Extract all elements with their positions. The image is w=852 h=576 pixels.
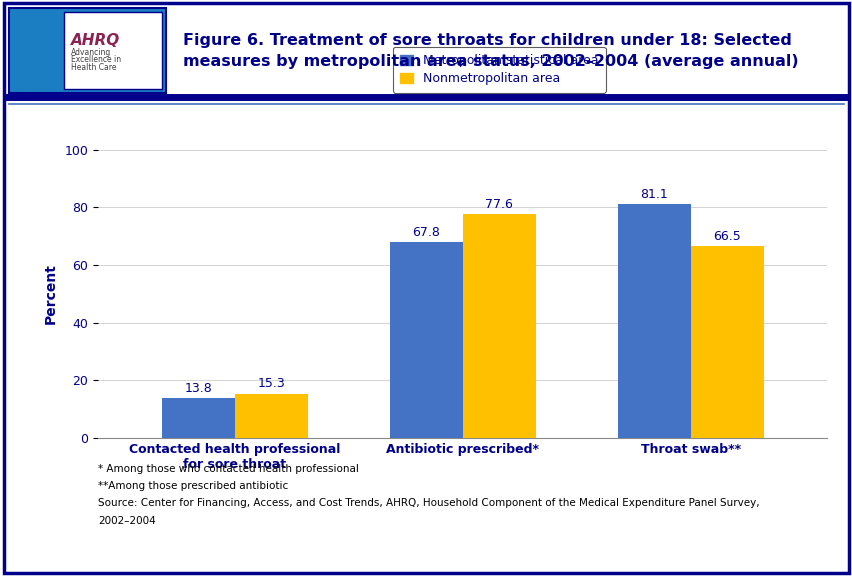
Text: Health Care: Health Care [71, 63, 116, 72]
Text: Advancing: Advancing [71, 48, 111, 57]
Text: 67.8: 67.8 [412, 226, 440, 239]
Bar [690, 247, 763, 438]
Text: Excellence in: Excellence in [71, 55, 121, 65]
Text: Figure 6. Treatment of sore throats for children under 18: Selected: Figure 6. Treatment of sore throats for … [183, 33, 792, 48]
Text: **Among those prescribed antibiotic: **Among those prescribed antibiotic [98, 481, 288, 491]
Bar [617, 204, 690, 438]
Bar [234, 394, 308, 438]
Text: 2002–2004: 2002–2004 [98, 516, 156, 525]
Text: Source: Center for Financing, Access, and Cost Trends, AHRQ, Household Component: Source: Center for Financing, Access, an… [98, 498, 759, 508]
Text: 13.8: 13.8 [184, 381, 212, 395]
Text: 81.1: 81.1 [640, 188, 667, 201]
Legend: Metropolitan statistical area, Nonmetropolitan area: Metropolitan statistical area, Nonmetrop… [392, 47, 605, 93]
Text: AHRQ: AHRQ [71, 33, 120, 48]
Text: 77.6: 77.6 [485, 198, 513, 211]
Text: 15.3: 15.3 [257, 377, 285, 391]
Bar [162, 398, 234, 438]
Bar [389, 242, 462, 438]
Text: 66.5: 66.5 [712, 230, 740, 243]
Y-axis label: Percent: Percent [43, 263, 57, 324]
Text: * Among those who contacted health professional: * Among those who contacted health profe… [98, 464, 359, 473]
Bar [462, 214, 535, 438]
Text: measures by metropolitan area status, 2002–2004 (average annual): measures by metropolitan area status, 20… [183, 54, 798, 69]
